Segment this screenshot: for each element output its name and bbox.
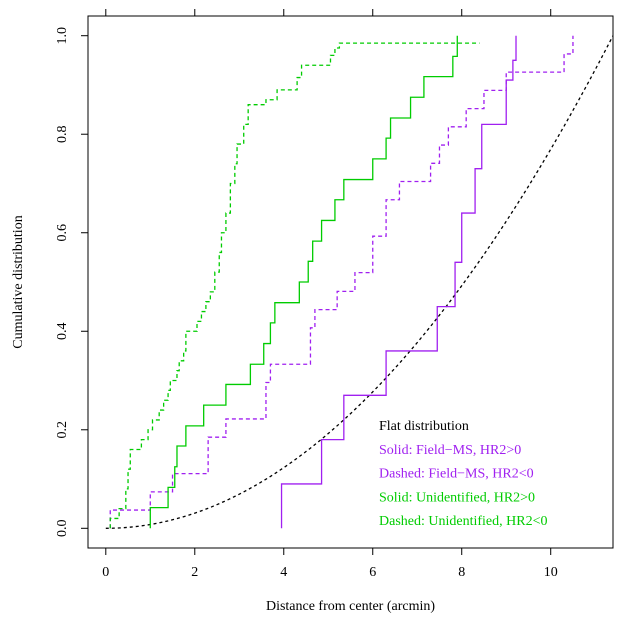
x-tick-label: 4	[280, 565, 287, 580]
plot-lines	[105, 35, 613, 529]
x-tick-label: 2	[191, 565, 198, 580]
plot-box	[87, 15, 614, 549]
x-tick-label: 0	[102, 565, 109, 580]
series-line-1	[280, 35, 517, 529]
x-tick-label: 6	[369, 565, 376, 580]
series-line-0	[105, 35, 613, 529]
y-tick-label: 0.0	[55, 520, 70, 538]
legend: Flat distribution Solid: Field−MS, HR2>0 D…	[379, 419, 547, 529]
x-axis-title: Distance from center (arcmin)	[266, 599, 435, 614]
x-tick-label: 8	[458, 565, 465, 580]
y-tick-label: 1.0	[55, 27, 70, 45]
y-axis-title: Cumulative distribution	[11, 215, 26, 348]
legend-entry: Solid: Unidentified, HR2>0	[379, 490, 535, 505]
y-tick-label: 0.4	[55, 323, 70, 341]
y-tick-label: 0.2	[55, 421, 70, 439]
y-tick-label: 0.6	[55, 224, 70, 242]
x-axis: 0 2 4 6 8 10	[102, 9, 558, 580]
legend-entry: Dashed: Field−MS, HR2<0	[379, 467, 534, 482]
series-line-2	[109, 35, 574, 529]
series-line-4	[109, 42, 480, 529]
legend-entry: Solid: Field−MS, HR2>0	[379, 443, 521, 458]
y-axis: 0.0 0.2 0.4 0.6 0.8 1.0	[55, 27, 88, 537]
y-tick-label: 0.8	[55, 125, 70, 143]
x-tick-label: 10	[544, 565, 558, 580]
legend-entry: Dashed: Unidentified, HR2<0	[379, 514, 547, 529]
series-line-3	[149, 35, 458, 529]
legend-entry: Flat distribution	[379, 419, 469, 434]
